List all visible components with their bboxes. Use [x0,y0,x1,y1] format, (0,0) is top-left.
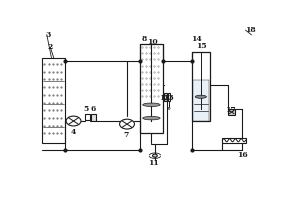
Text: 3: 3 [45,31,51,39]
Text: 14: 14 [191,35,202,43]
Text: 13: 13 [164,94,174,102]
Bar [42,58,65,143]
Bar [164,93,166,101]
Bar [85,114,90,120]
Bar [193,80,209,121]
Ellipse shape [168,107,170,109]
Text: 15: 15 [196,42,207,50]
Text: 11: 11 [148,159,159,167]
Bar [92,114,96,121]
Text: 17: 17 [225,106,236,114]
Ellipse shape [143,103,160,106]
Ellipse shape [143,116,160,120]
Bar [168,93,170,101]
Ellipse shape [195,95,206,98]
Text: 7: 7 [123,131,128,139]
Text: 5: 5 [84,105,89,113]
Text: 16: 16 [237,151,248,159]
Text: 18: 18 [245,26,256,34]
Text: 8: 8 [142,35,147,43]
Text: 12: 12 [159,94,169,102]
Text: 2: 2 [48,43,53,51]
Bar [192,52,210,121]
Text: 10: 10 [147,38,158,46]
Bar [228,109,235,115]
Circle shape [66,116,81,126]
Text: 6: 6 [91,105,96,113]
Text: 4: 4 [71,128,76,136]
Bar [222,138,246,143]
Bar [140,44,163,133]
Circle shape [153,154,157,157]
Circle shape [120,119,134,129]
